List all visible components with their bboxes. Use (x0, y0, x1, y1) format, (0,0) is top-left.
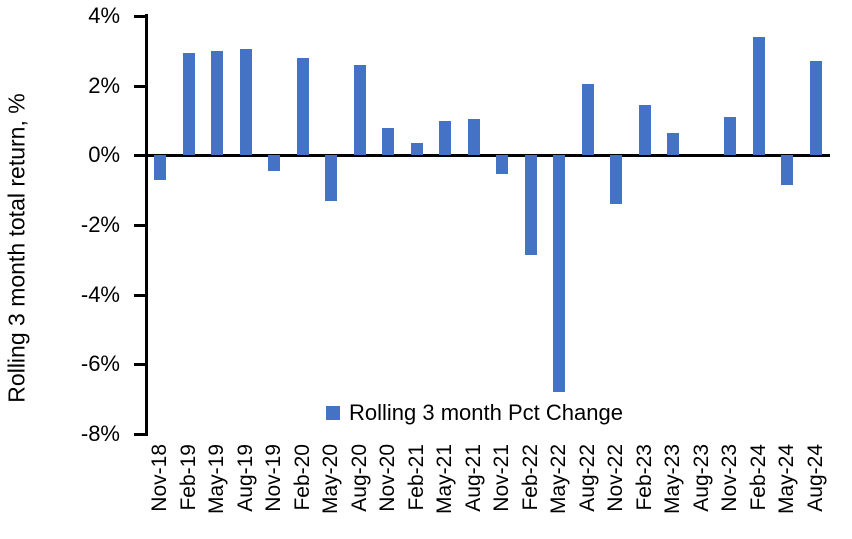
bar-May-22 (553, 155, 566, 393)
y-tick-mark (134, 224, 146, 227)
x-tick-label: May-24 (775, 444, 799, 515)
bar-Nov-23 (724, 117, 737, 156)
x-tick-label: May-20 (319, 444, 343, 515)
y-tick-mark (134, 363, 146, 366)
bar-May-21 (439, 120, 452, 156)
bar-Feb-20 (296, 57, 309, 156)
x-tick-label: Aug-19 (233, 444, 257, 512)
y-axis-line (145, 14, 148, 436)
bar-Feb-21 (410, 143, 423, 156)
bar-Aug-21 (467, 118, 480, 156)
x-tick-label: Nov-21 (490, 444, 514, 512)
y-tick-label: 4% (88, 3, 120, 28)
bar-Nov-18 (154, 155, 167, 180)
x-tick-label: Feb-20 (290, 444, 314, 511)
x-tick-label: Feb-19 (176, 444, 200, 511)
bar-Aug-22 (581, 83, 594, 156)
bar-Aug-24 (809, 61, 822, 156)
x-tick-label: Feb-22 (518, 444, 542, 511)
y-tick-label: -6% (80, 351, 120, 376)
x-tick-label: Nov-22 (604, 444, 628, 512)
y-tick-label: -8% (80, 421, 120, 446)
bar-Feb-24 (752, 36, 765, 156)
x-tick-label: Aug-21 (461, 444, 485, 512)
x-tick-label: Aug-24 (803, 444, 827, 512)
bar-May-20 (325, 155, 338, 201)
x-tick-label: Aug-23 (689, 444, 713, 512)
y-tick-mark (134, 294, 146, 297)
x-tick-label: Nov-20 (376, 444, 400, 512)
x-tick-label: Aug-22 (575, 444, 599, 512)
y-tick-mark (134, 433, 146, 436)
x-tick-label: Feb-24 (746, 444, 770, 511)
bar-Nov-22 (610, 155, 623, 205)
bar-Aug-19 (239, 49, 252, 156)
y-tick-mark (134, 154, 146, 157)
y-tick-mark (134, 15, 146, 18)
x-tick-label: May-21 (433, 444, 457, 515)
bar-May-19 (211, 50, 224, 156)
bar-Feb-19 (182, 52, 195, 156)
x-axis-zero-line (146, 154, 830, 157)
bar-May-24 (781, 155, 794, 185)
x-tick-label: May-19 (205, 444, 229, 515)
x-tick-label: Nov-19 (262, 444, 286, 512)
bar-Nov-19 (268, 155, 281, 171)
x-tick-label: May-23 (661, 444, 685, 515)
y-tick-label: 2% (88, 73, 120, 98)
legend-square-marker (326, 406, 340, 420)
bar-May-23 (667, 132, 680, 156)
y-tick-label: -2% (80, 212, 120, 237)
x-tick-label: Feb-21 (404, 444, 428, 511)
legend: Rolling 3 month Pct Change (326, 400, 623, 426)
x-tick-label: Nov-18 (148, 444, 172, 512)
bar-Nov-20 (382, 127, 395, 156)
x-tick-label: Feb-23 (632, 444, 656, 511)
y-axis-title: Rolling 3 month total return, % (3, 93, 30, 403)
x-tick-label: Nov-23 (718, 444, 742, 512)
y-tick-mark (134, 85, 146, 88)
x-tick-label: May-22 (547, 444, 571, 515)
bar-Aug-20 (353, 64, 366, 156)
bar-Feb-23 (638, 104, 651, 156)
y-tick-label: -4% (80, 282, 120, 307)
bar-Feb-22 (524, 155, 537, 255)
bar-Nov-21 (496, 155, 509, 175)
y-tick-label: 0% (88, 142, 120, 167)
x-tick-label: Aug-20 (347, 444, 371, 512)
legend-label: Rolling 3 month Pct Change (349, 400, 623, 425)
